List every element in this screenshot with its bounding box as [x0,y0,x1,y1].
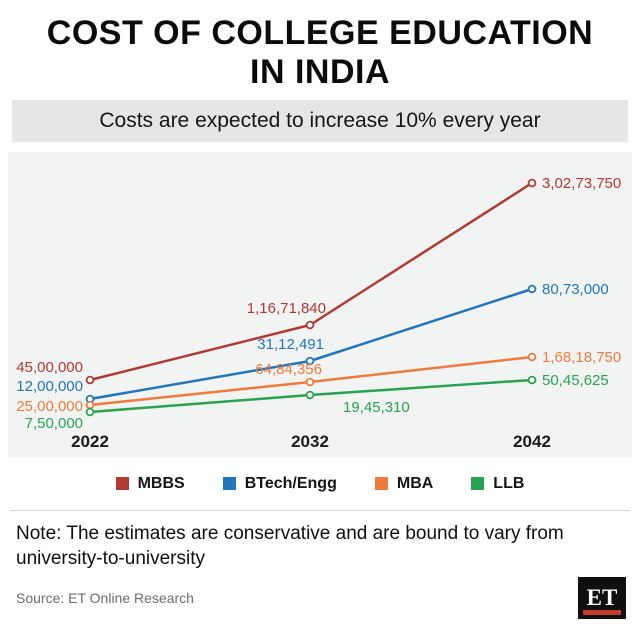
point-mba-2042 [527,352,537,361]
chart-legend: MBBS BTech/Engg MBA LLB [0,472,640,496]
legend-item-btech-engg: BTech/Engg [222,474,337,493]
subtitle-banner: Costs are expected to increase 10% every… [12,99,628,142]
et-logo-text: ET [586,584,618,610]
legend-label-mbbs: MBBS [137,474,185,492]
legend-swatch-mba [374,477,388,490]
legend-item-llb: LLB [471,475,524,493]
value-label-mbbs-2042: 3,02,73,750 [542,175,621,192]
page-title: COST OF COLLEGE EDUCATION IN INDIA [10,14,630,92]
legend-item-mbbs: MBBS [115,474,185,493]
value-label-btech-engg-2032: 31,12,491 [257,336,324,353]
et-logo-red-bar [583,609,621,615]
legend-label-btech-engg: BTech/Engg [244,474,337,492]
note-text: Note: The estimates are conservative and… [16,522,564,569]
value-label-btech-engg-2022: 12,00,000 [16,378,83,395]
legend-label-llb: LLB [493,474,525,492]
point-mba-2032 [305,377,315,386]
point-mbbs-2022 [85,375,95,384]
value-label-llb-2022: 7,50,000 [25,415,83,432]
line-chart: 45,00,000 1,16,71,840 3,02,73,750 12,00,000… [16,175,621,451]
value-label-btech-engg-2042: 80,73,000 [542,281,609,298]
legend-swatch-btech-engg [222,477,236,490]
value-label-llb-2032: 19,45,310 [343,399,410,416]
legend-swatch-mbbs [115,477,129,490]
point-mba-2022 [85,400,95,409]
point-mbbs-2042 [527,178,537,187]
value-label-mbbs-2022: 45,00,000 [16,359,83,376]
page-title-line2: IN INDIA [250,52,390,91]
value-label-llb-2042: 50,45,625 [542,372,609,389]
et-logo: ET [578,576,626,619]
point-llb-2032 [305,390,315,399]
point-btech-engg-2042 [527,284,537,293]
subtitle-text: Costs are expected to increase 10% every… [99,108,541,132]
source-text: Source: ET Online Research [16,589,194,606]
footer: Source: ET Online Research ET [16,576,626,619]
x-axis-label-2032: 2032 [291,432,329,451]
legend-swatch-llb [471,477,485,490]
chart-panel: 45,00,000 1,16,71,840 3,02,73,750 12,00,000… [8,151,632,458]
point-mbbs-2032 [305,320,315,329]
legend-item-mba: MBA [374,474,434,493]
value-label-mba-2032: 64,84,356 [255,361,322,378]
x-axis-label-2022: 2022 [71,432,109,451]
value-label-mba-2022: 25,00,000 [16,398,83,415]
point-llb-2022 [85,407,95,416]
x-axis-label-2042: 2042 [513,432,551,451]
legend-label-mba: MBA [396,474,434,492]
point-btech-engg-2032 [305,356,315,365]
infographic: COST OF COLLEGE EDUCATION IN INDIA Costs … [0,14,640,619]
point-llb-2042 [527,375,537,384]
page-title-line1: COST OF COLLEGE EDUCATION [46,14,594,52]
value-label-mbbs-2032: 1,16,71,840 [247,300,326,317]
divider [10,509,630,511]
value-label-mba-2042: 1,68,18,750 [542,349,621,366]
